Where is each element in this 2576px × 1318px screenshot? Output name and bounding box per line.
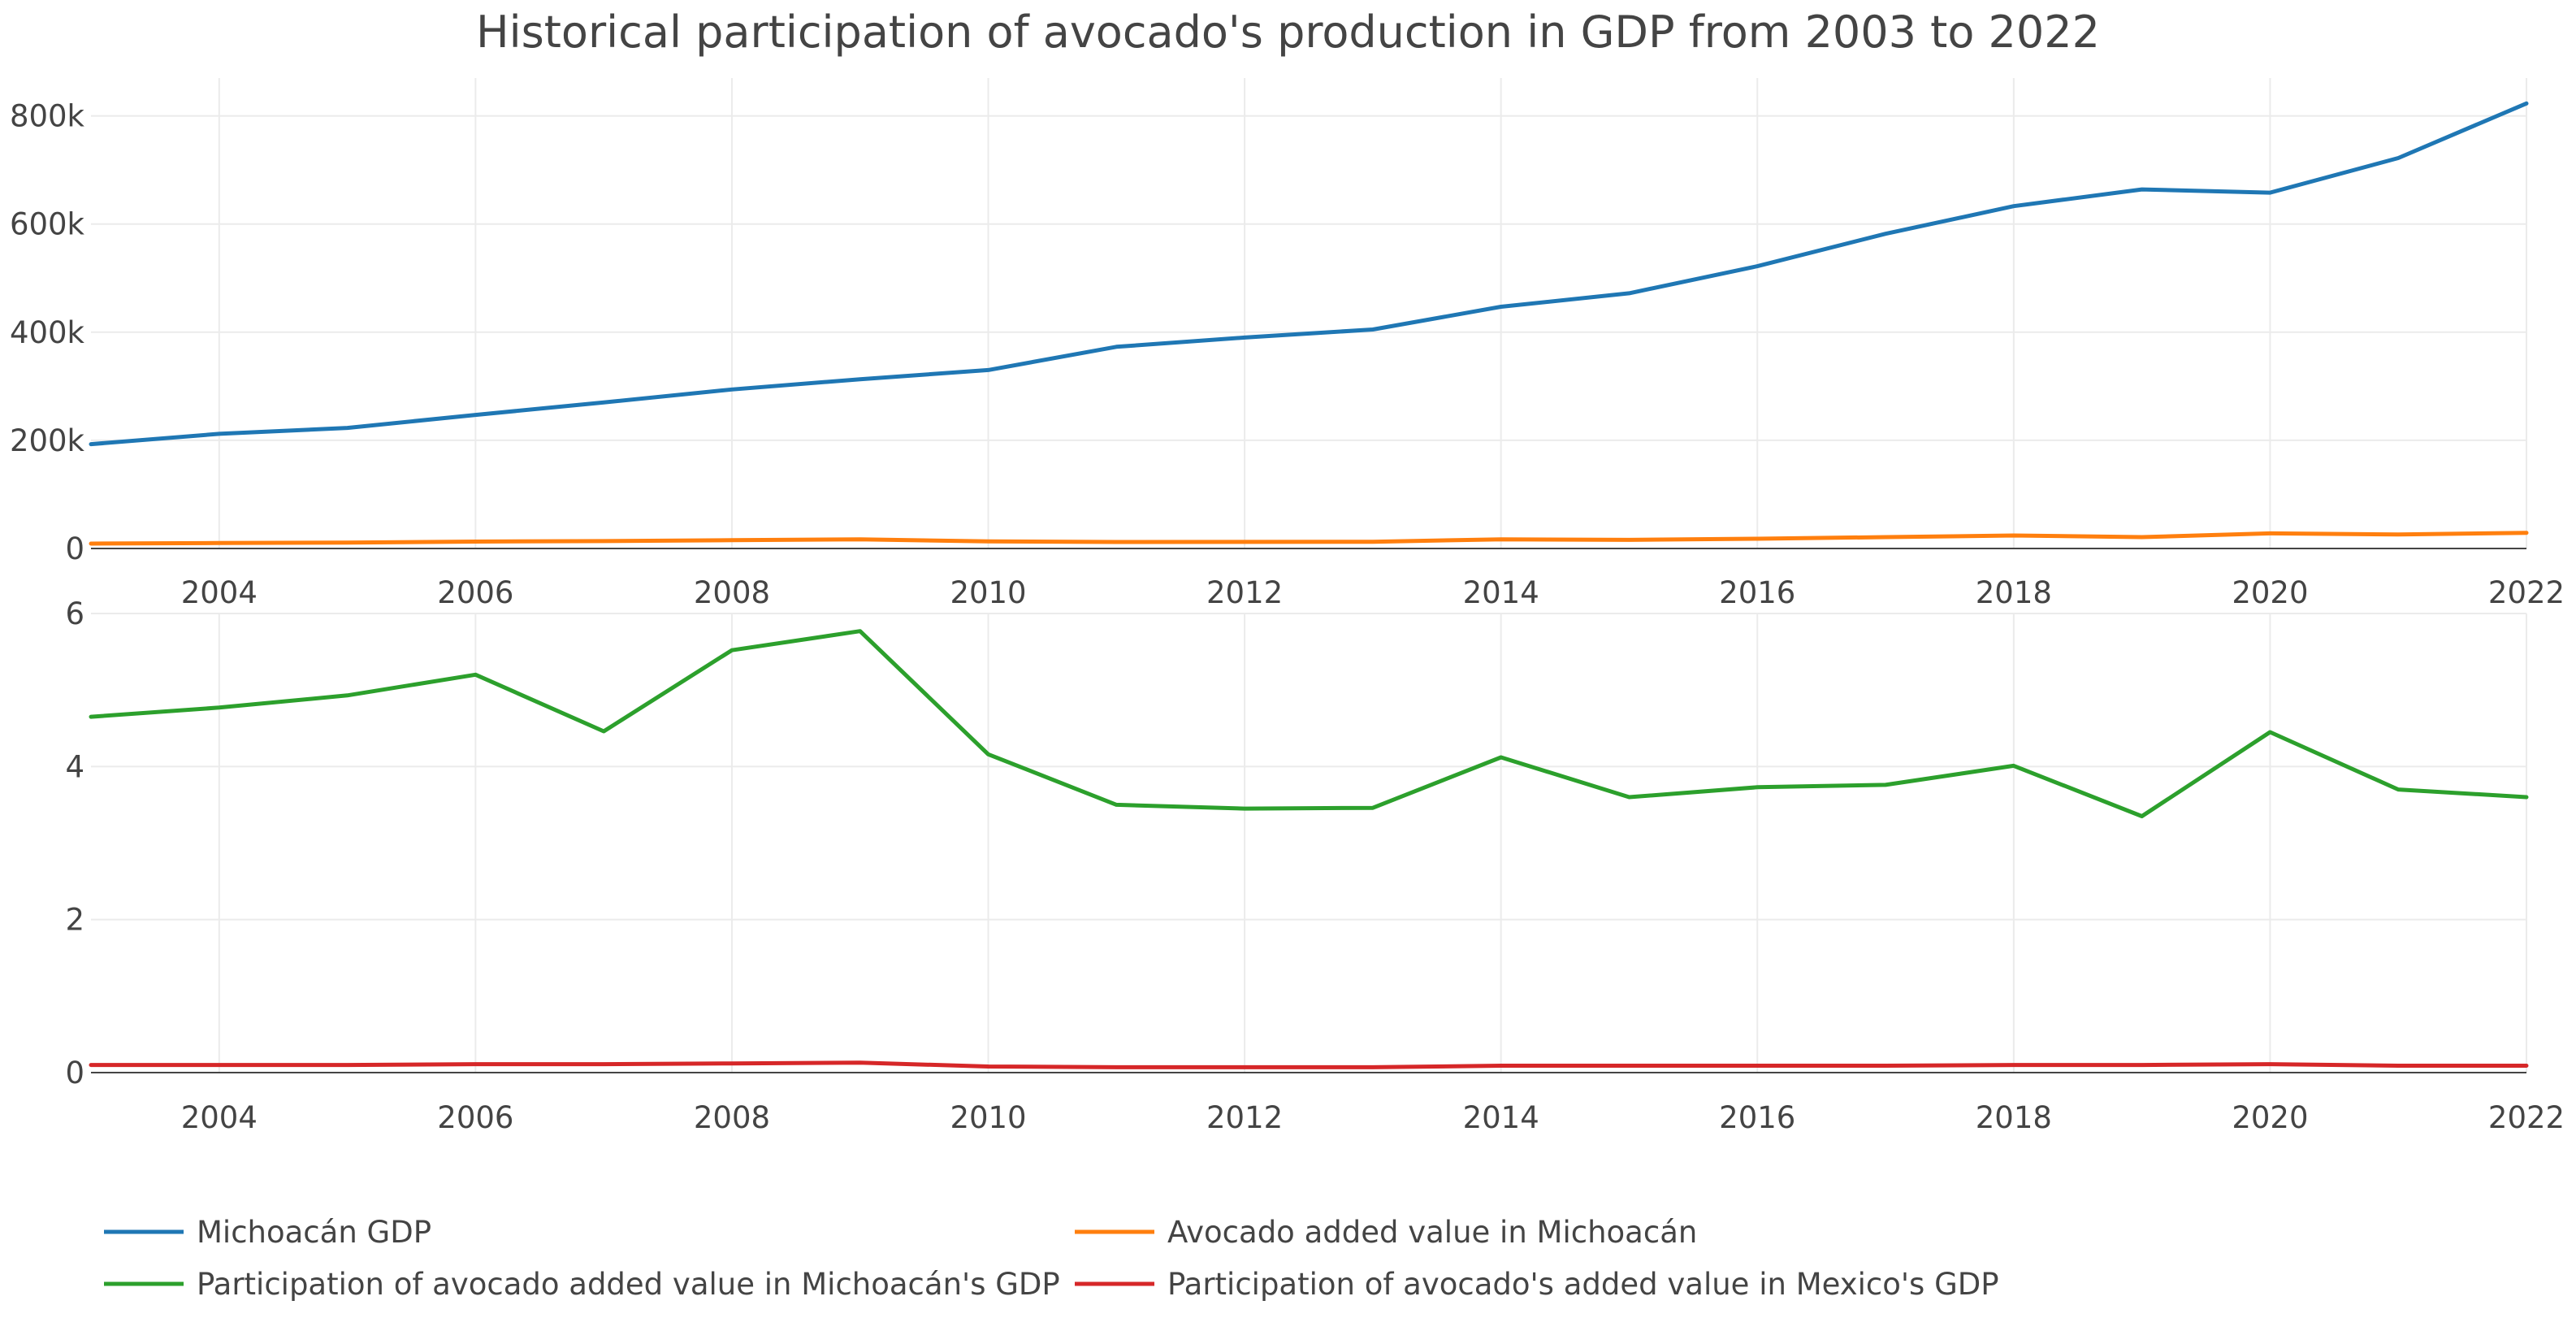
y-tick-label: 0 <box>65 531 84 566</box>
x-tick-label: 2020 <box>2232 575 2308 610</box>
y-tick-label: 200k <box>10 423 85 458</box>
y-tick-label: 6 <box>65 596 84 631</box>
x-tick-label: 2006 <box>437 1100 513 1135</box>
y-tick-label: 4 <box>65 749 84 784</box>
x-tick-label: 2016 <box>1719 575 1795 610</box>
x-tick-label: 2022 <box>2488 1100 2565 1135</box>
x-tick-label: 2014 <box>1463 575 1539 610</box>
legend-label: Participation of avocado added value in … <box>197 1267 1060 1302</box>
bottom-panel: 2004 2006 2008 2010 2012 2014 2016 2018 2020 2022… <box>65 596 2565 1135</box>
y-tick-label: 800k <box>10 99 85 134</box>
x-tick-label: 2006 <box>437 575 513 610</box>
x-tick-label: 2016 <box>1719 1100 1795 1135</box>
top-panel: 2004 2006 2008 2010 2012 2014 2016 2018 2020 2022… <box>10 78 2565 610</box>
x-tick-label: 2004 <box>181 575 258 610</box>
x-tick-label: 2022 <box>2488 575 2565 610</box>
chart-title: Historical participation of avocado's pr… <box>476 7 2100 58</box>
x-tick-label: 2018 <box>1976 1100 2052 1135</box>
x-tick-label: 2004 <box>181 1100 258 1135</box>
x-tick-label: 2010 <box>950 575 1026 610</box>
series-line-participation-of-avocado-s-added-value-in-mexico-s-gdp <box>89 1060 2529 1069</box>
legend-item-participation-of-avocado-added-value-in-michoac-n-s-gdp[interactable]: Participation of avocado added value in … <box>104 1267 1060 1302</box>
legend: Michoacán GDP Avocado added value in Mich… <box>104 1215 1999 1302</box>
x-tick-label: 2014 <box>1463 1100 1539 1135</box>
x-tick-label: 2012 <box>1206 1100 1283 1135</box>
legend-label: Avocado added value in Michoacán <box>1167 1215 1697 1250</box>
x-tick-label: 2008 <box>694 575 770 610</box>
y-tick-label: 0 <box>65 1056 84 1090</box>
y-tick-label: 600k <box>10 207 85 242</box>
x-tick-label: 2012 <box>1206 575 1283 610</box>
series-line-michoac-n-gdp <box>89 101 2529 447</box>
y-tick-label: 2 <box>65 903 84 938</box>
legend-item-avocado-added-value-in-michoac-n[interactable]: Avocado added value in Michoacán <box>1075 1215 1697 1250</box>
legend-item-michoac-n-gdp[interactable]: Michoacán GDP <box>104 1215 431 1250</box>
legend-label: Participation of avocado's added value i… <box>1167 1267 1999 1302</box>
legend-label: Michoacán GDP <box>197 1215 431 1250</box>
y-tick-label: 400k <box>10 315 85 350</box>
series-line-avocado-added-value-in-michoac-n <box>89 531 2529 546</box>
x-tick-label: 2020 <box>2232 1100 2308 1135</box>
x-tick-label: 2008 <box>694 1100 770 1135</box>
x-tick-label: 2018 <box>1976 575 2052 610</box>
legend-item-participation-of-avocado-s-added-value-in-mexico-s-gdp[interactable]: Participation of avocado's added value i… <box>1075 1267 1999 1302</box>
series-line-participation-of-avocado-added-value-in-michoac-n-s-gdp <box>89 629 2529 818</box>
x-tick-label: 2010 <box>950 1100 1026 1135</box>
